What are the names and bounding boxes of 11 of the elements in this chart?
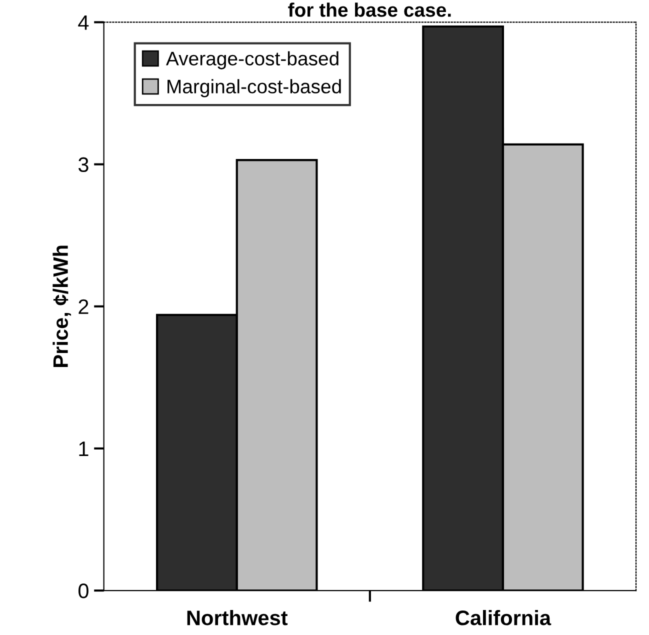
y-tick-label: 2 xyxy=(78,299,88,314)
y-tick-label: 3 xyxy=(78,157,88,172)
y-axis-title: Price, ¢/kWh xyxy=(52,246,72,367)
y-tick-label: 0 xyxy=(78,584,88,598)
y-tick-label: 4 xyxy=(78,15,89,30)
x-tick-label: California xyxy=(456,610,552,626)
x-tick-label: Northwest xyxy=(187,610,288,626)
legend-label: Marginal-cost-based xyxy=(168,79,341,98)
chart-title: for the base case. xyxy=(288,2,451,17)
y-tick-label: 1 xyxy=(79,442,88,456)
legend-label: Average-cost-based xyxy=(166,51,338,70)
